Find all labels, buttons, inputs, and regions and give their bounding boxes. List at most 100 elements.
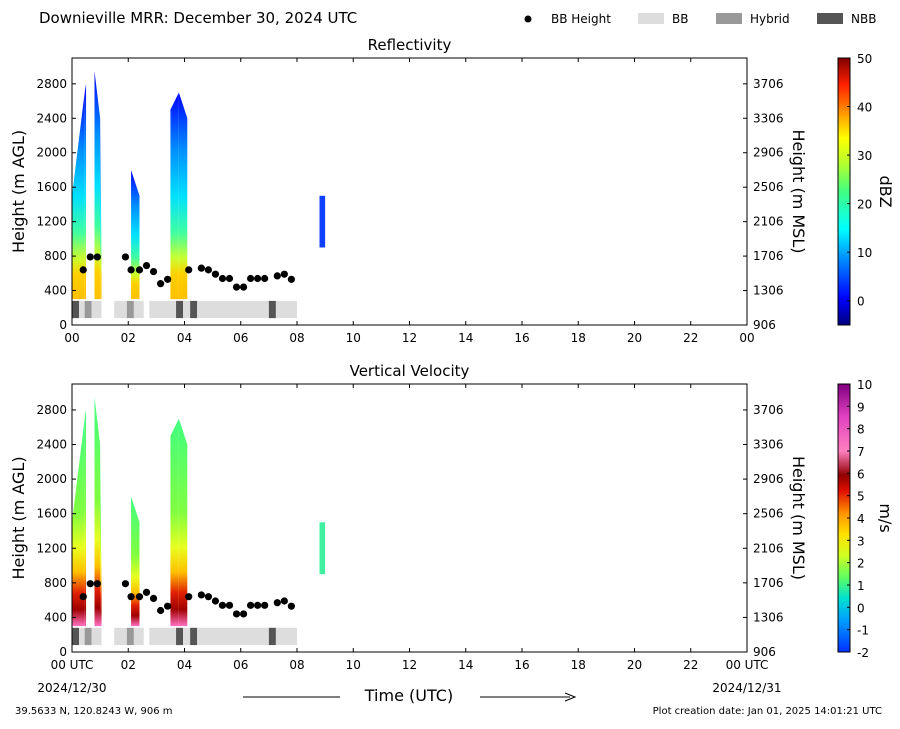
velocity-echo-segment (72, 418, 85, 627)
velocity-colorbar-tick-label: -1 (857, 624, 869, 638)
velocity-echo-segment (94, 396, 101, 627)
velocity-bb-height-point (185, 593, 193, 601)
reflectivity-bb-height-point (273, 272, 281, 280)
velocity-colorbar-tick-label: -2 (857, 646, 869, 660)
reflectivity-bb-height-point (79, 266, 87, 274)
velocity-bb-bar-nbb (268, 627, 276, 646)
reflectivity-colorbar-label: dBZ (876, 175, 895, 207)
velocity-bb-height-point (121, 580, 130, 588)
reflectivity-bb-height-point (127, 266, 135, 274)
reflectivity-bb-bar-bb (91, 300, 102, 319)
reflectivity-x-tick-label: 10 (346, 331, 361, 345)
end-date-label: 2024/12/31 (712, 681, 781, 695)
velocity-x-tick-label: 14 (458, 658, 473, 672)
reflectivity-y-tick-label: 2800 (36, 77, 67, 91)
reflectivity-colorbar (837, 57, 851, 326)
velocity-y-tick-label: 2800 (36, 403, 67, 417)
velocity-bb-height-point (79, 593, 87, 601)
velocity-bb-height-point (254, 601, 262, 609)
reflectivity-bb-height-point (287, 275, 295, 283)
reflectivity-y2-axis-label: Height (m MSL) (789, 129, 808, 253)
velocity-colorbar-tick-label: 6 (857, 467, 865, 481)
reflectivity-bb-height-point (254, 274, 262, 283)
legend-label-nbb: NBB (851, 12, 876, 26)
reflectivity-y-axis-label: Height (m AGL) (9, 130, 28, 253)
velocity-y-axis-label: Height (m AGL) (9, 456, 28, 579)
velocity-bb-bar-nbb (72, 627, 80, 646)
velocity-y2-tick-label: 1306 (753, 610, 784, 624)
reflectivity-bb-bar-bb (183, 300, 191, 319)
velocity-y-tick-label: 0 (59, 645, 67, 659)
reflectivity-x-tick-label: 00 (64, 331, 79, 345)
velocity-x-tick-label: 00 UTC (51, 658, 94, 672)
velocity-bb-height-point (261, 601, 269, 609)
velocity-bb-height-point (156, 606, 165, 615)
reflectivity-bb-bar-nbb (190, 300, 198, 319)
velocity-bb-bar-bb (133, 627, 144, 646)
reflectivity-y-tick-label: 400 (44, 284, 67, 298)
reflectivity-echo-segment (131, 169, 140, 300)
velocity-echo-segment (170, 418, 179, 627)
reflectivity-y2-tick-label: 2506 (753, 180, 784, 194)
reflectivity-echo-segment (170, 92, 179, 300)
velocity-bb-bar-bb (149, 627, 177, 646)
velocity-bb-height-point (135, 593, 144, 601)
velocity-bb-bar-hybrid (84, 627, 92, 646)
velocity-bb-bar-nbb (176, 627, 184, 646)
reflectivity-y2-tick-label: 3306 (753, 111, 784, 125)
velocity-bb-height-point (127, 593, 135, 601)
reflectivity-y-tick-label: 1600 (36, 180, 67, 194)
reflectivity-bb-height-point (197, 264, 205, 272)
velocity-bb-height-point (86, 580, 94, 588)
velocity-bb-height-point (164, 602, 172, 610)
reflectivity-colorbar-tick-label: 10 (857, 246, 872, 260)
reflectivity-bb-height-point (261, 274, 269, 283)
velocity-y-tick-label: 1600 (36, 507, 67, 521)
legend-swatch-hybrid (716, 13, 742, 24)
reflectivity-colorbar-tick-label: 0 (857, 295, 865, 309)
reflectivity-y2-tick-label: 2106 (753, 215, 784, 229)
reflectivity-colorbar-tick-label: 30 (857, 149, 872, 163)
reflectivity-bb-bar-nbb (176, 300, 184, 319)
reflectivity-colorbar-tick-label: 20 (857, 198, 872, 212)
reflectivity-bb-height-point (149, 268, 158, 276)
velocity-bb-height-point (204, 593, 213, 601)
reflectivity-bb-height-point (93, 253, 101, 261)
x-axis-label: Time (UTC) (364, 686, 453, 705)
velocity-colorbar-tick-label: 0 (857, 601, 865, 615)
velocity-y-tick-label: 800 (44, 576, 67, 590)
reflectivity-bb-height-point (239, 283, 248, 291)
reflectivity-y-tick-label: 2000 (36, 146, 67, 160)
velocity-bb-height-point (225, 601, 234, 609)
reflectivity-y2-tick-label: 2906 (753, 146, 784, 160)
velocity-y2-tick-label: 2106 (753, 541, 784, 555)
reflectivity-bb-height-point (225, 274, 234, 283)
velocity-title: Vertical Velocity (350, 362, 470, 380)
velocity-colorbar-label: m/s (876, 503, 895, 532)
velocity-y2-tick-label: 2906 (753, 472, 784, 486)
velocity-colorbar-tick-label: 9 (857, 400, 865, 414)
reflectivity-bb-height-point (142, 261, 151, 270)
velocity-x-tick-label: 18 (571, 658, 586, 672)
reflectivity-echo-segment (94, 70, 101, 300)
velocity-bb-bar-bb (183, 627, 191, 646)
reflectivity-x-tick-label: 22 (683, 331, 698, 345)
velocity-y2-axis-label: Height (m MSL) (789, 456, 808, 580)
reflectivity-y-tick-label: 1200 (36, 215, 67, 229)
velocity-colorbar-tick-label: 1 (857, 579, 865, 593)
reflectivity-x-tick-label: 12 (402, 331, 417, 345)
reflectivity-bb-bar-nbb (72, 300, 80, 319)
velocity-y2-tick-label: 906 (753, 645, 776, 659)
reflectivity-bb-bar-hybrid (126, 300, 134, 319)
reflectivity-bb-height-point (280, 270, 288, 278)
reflectivity-echo-segment (72, 92, 85, 300)
velocity-bb-bar-nbb (190, 627, 198, 646)
reflectivity-bb-height-point (156, 280, 165, 288)
velocity-echo-segment (100, 444, 102, 627)
reflectivity-bb-bar-nbb (268, 300, 276, 319)
reflectivity-bb-height-point (204, 266, 213, 274)
reflectivity-bb-bar-bb (114, 300, 127, 319)
velocity-x-tick-label: 16 (514, 658, 529, 672)
reflectivity-y-tick-label: 800 (44, 249, 67, 263)
